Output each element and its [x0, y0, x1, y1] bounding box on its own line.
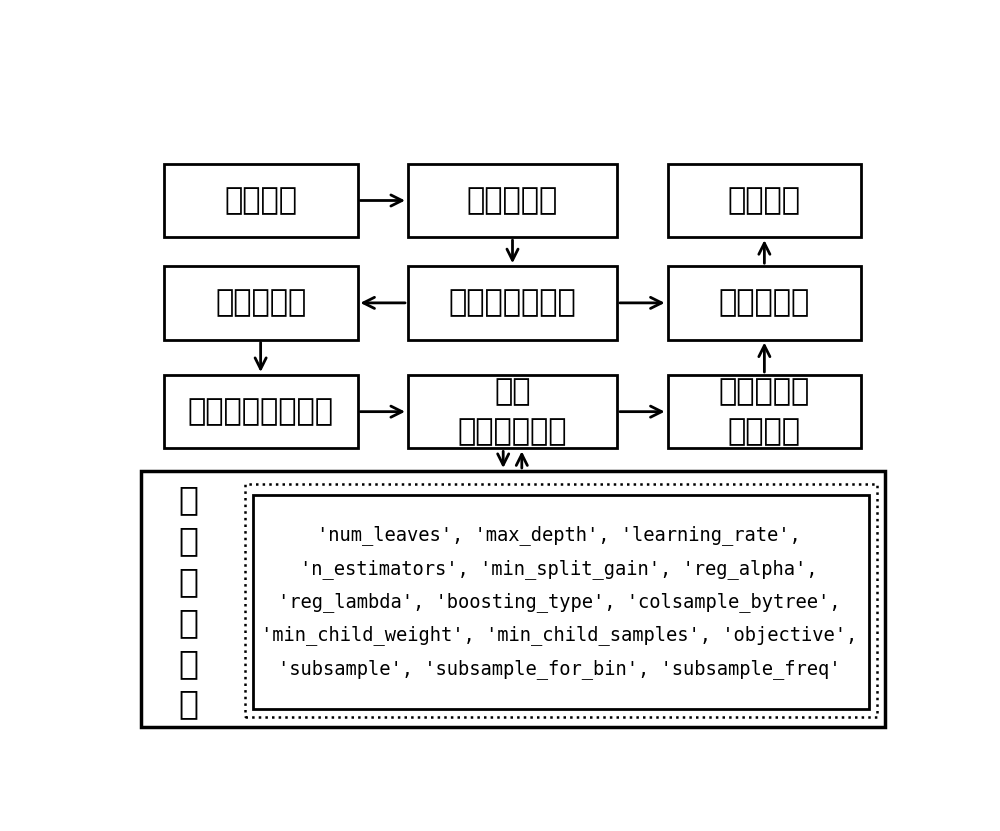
Bar: [140, 471, 885, 727]
Bar: [668, 375, 861, 449]
Text: 基于权重的
参数调整: 基于权重的 参数调整: [719, 377, 810, 446]
Bar: [164, 375, 358, 449]
Bar: [668, 266, 861, 340]
Text: 数据预处理: 数据预处理: [467, 186, 558, 215]
Text: 模型检验: 模型检验: [728, 186, 801, 215]
Bar: [164, 266, 358, 340]
Bar: [408, 164, 617, 238]
Bar: [253, 494, 869, 709]
Text: 模型
参数权重评估: 模型 参数权重评估: [458, 377, 567, 446]
Text: 训练数据集: 训练数据集: [215, 288, 306, 317]
Text: 'num_leaves', 'max_depth', 'learning_rate',
'n_estimators', 'min_split_gain', 'r: 'num_leaves', 'max_depth', 'learning_rat…: [261, 525, 857, 679]
Text: 数据集随机划分: 数据集随机划分: [449, 288, 576, 317]
Bar: [164, 164, 358, 238]
Text: 数据校验: 数据校验: [224, 186, 297, 215]
Bar: [245, 484, 877, 717]
Bar: [668, 164, 861, 238]
Bar: [408, 266, 617, 340]
Text: 参
数
秩
次
矩
阵: 参 数 秩 次 矩 阵: [179, 484, 199, 720]
Text: 划分交叉验证数据: 划分交叉验证数据: [188, 397, 334, 426]
Bar: [408, 375, 617, 449]
Text: 检验数据集: 检验数据集: [719, 288, 810, 317]
